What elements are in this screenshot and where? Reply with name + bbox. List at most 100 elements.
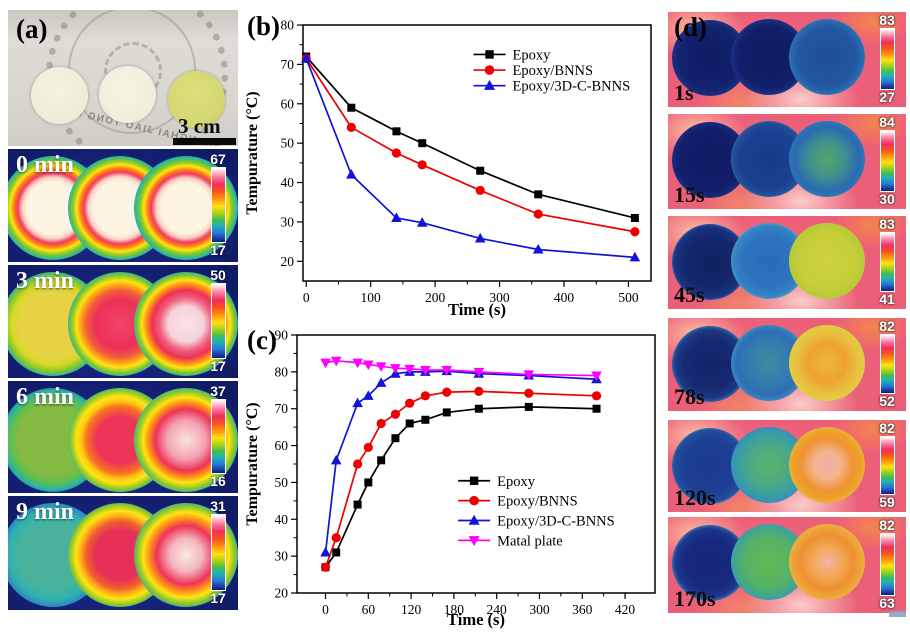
frame-time-label: 6 min xyxy=(16,384,75,410)
colorbar-min: 17 xyxy=(210,358,226,374)
chart-c-heating-curves: 0 60 120 180 240 300 360 420 20 30 40 50 60 70 80 90 Tim… xyxy=(243,322,663,630)
colorbar-min: 63 xyxy=(879,595,895,611)
colorbar-max: 83 xyxy=(879,216,895,232)
svg-text:200: 200 xyxy=(425,290,446,305)
panel-a-label: (a) xyxy=(16,14,48,44)
svg-text:Tempurature (°C): Tempurature (°C) xyxy=(244,402,261,525)
scale-bar-label: 3 cm xyxy=(178,114,221,138)
svg-text:80: 80 xyxy=(281,18,295,33)
colorbar: 82 63 xyxy=(871,518,903,611)
sample-disc-epoxy-3dcbnns xyxy=(168,71,225,128)
thermal-sample-circle xyxy=(789,223,865,299)
svg-text:360: 360 xyxy=(572,602,593,617)
svg-text:120: 120 xyxy=(401,602,422,617)
sample-disc-epoxy xyxy=(31,67,88,124)
thermal-frame-d-1s: 1s 83 27 xyxy=(668,12,906,107)
svg-text:40: 40 xyxy=(281,175,295,190)
colorbar-gradient xyxy=(879,232,895,292)
thermal-sample-circle xyxy=(789,121,865,197)
svg-text:50: 50 xyxy=(281,136,295,151)
colorbar: 83 41 xyxy=(871,217,903,307)
svg-text:30: 30 xyxy=(281,214,295,229)
svg-text:20: 20 xyxy=(275,586,289,601)
colorbar-min: 17 xyxy=(210,590,226,606)
panel-b-label: (b) xyxy=(247,11,280,41)
thermal-frame-a-3min: 3 min 50 17 xyxy=(8,265,238,378)
thermal-frame-a-9min: 9 min 31 17 xyxy=(8,496,238,610)
svg-text:420: 420 xyxy=(615,602,636,617)
colorbar: 82 52 xyxy=(871,319,903,409)
colorbar-min: 30 xyxy=(879,191,895,207)
colorbar-min: 41 xyxy=(879,291,895,307)
colorbar-max: 50 xyxy=(210,267,226,283)
colorbar-gradient xyxy=(879,28,895,90)
svg-text:Epoxy: Epoxy xyxy=(513,47,552,63)
frame-time-label: 170s xyxy=(674,586,716,611)
thermal-sample-circle xyxy=(789,325,865,401)
thermal-sample-circle xyxy=(789,427,865,503)
frame-time-label: 15s xyxy=(674,182,705,207)
svg-text:Tempurature (°C): Tempurature (°C) xyxy=(244,91,261,214)
svg-text:60: 60 xyxy=(275,438,289,453)
svg-text:Time (s): Time (s) xyxy=(447,610,505,629)
svg-text:20: 20 xyxy=(281,254,295,269)
svg-text:Epoxy/3D-C-BNNS: Epoxy/3D-C-BNNS xyxy=(513,79,631,95)
svg-text:50: 50 xyxy=(275,475,289,490)
thermal-frame-d-15s: 15s 84 30 xyxy=(668,114,906,209)
colorbar-max: 84 xyxy=(879,114,895,130)
colorbar: 67 17 xyxy=(202,152,234,258)
svg-text:Epoxy: Epoxy xyxy=(497,474,536,490)
svg-text:0: 0 xyxy=(322,602,329,617)
svg-text:70: 70 xyxy=(275,401,289,416)
panel-c-label: (c) xyxy=(247,325,277,355)
colorbar-gradient xyxy=(879,130,895,192)
svg-text:80: 80 xyxy=(275,364,289,379)
svg-text:400: 400 xyxy=(554,290,575,305)
thermal-frame-d-78s: 78s 82 52 xyxy=(668,318,906,411)
colorbar-min: 27 xyxy=(879,89,895,105)
colorbar-min: 16 xyxy=(210,473,226,489)
colorbar-max: 82 xyxy=(879,318,895,334)
colorbar-max: 67 xyxy=(210,151,226,167)
colorbar-max: 83 xyxy=(879,12,895,28)
thermal-frame-a-6min: 6 min 37 16 xyxy=(8,381,238,493)
colorbar-min: 17 xyxy=(210,242,226,258)
svg-text:Epoxy/3D-C-BNNS: Epoxy/3D-C-BNNS xyxy=(497,514,615,530)
colorbar-gradient xyxy=(210,514,226,591)
colorbar-min: 59 xyxy=(879,494,895,510)
colorbar-max: 82 xyxy=(879,517,895,533)
thermal-frame-d-120s: 120s 82 59 xyxy=(668,420,906,512)
svg-text:90: 90 xyxy=(275,328,289,343)
svg-text:300: 300 xyxy=(529,602,550,617)
colorbar-gradient xyxy=(210,167,226,243)
panel-d-label: (d) xyxy=(674,12,707,42)
colorbar-max: 37 xyxy=(210,383,226,399)
svg-text:30: 30 xyxy=(275,549,289,564)
colorbar-max: 82 xyxy=(879,420,895,436)
svg-text:0: 0 xyxy=(303,290,310,305)
svg-text:300: 300 xyxy=(489,290,510,305)
colorbar-max: 31 xyxy=(210,498,226,514)
svg-text:60: 60 xyxy=(362,602,376,617)
svg-text:60: 60 xyxy=(281,96,295,111)
thermal-frame-a-0min: 0 min 67 17 xyxy=(8,149,238,262)
frame-time-label: 78s xyxy=(674,384,705,409)
frame-time-label: 9 min xyxy=(16,499,75,525)
scale-bar xyxy=(173,138,236,145)
frame-time-label: 0 min xyxy=(16,152,75,178)
svg-text:500: 500 xyxy=(618,290,639,305)
colorbar-min: 52 xyxy=(879,393,895,409)
colorbar: 82 59 xyxy=(871,421,903,510)
svg-text:180: 180 xyxy=(444,602,465,617)
frame-time-label: 3 min xyxy=(16,268,75,294)
colorbar: 83 27 xyxy=(871,13,903,105)
svg-text:240: 240 xyxy=(487,602,508,617)
sample-disc-epoxy-bnns xyxy=(99,66,156,123)
colorbar: 84 30 xyxy=(871,115,903,207)
frame-time-label: 1s xyxy=(674,80,694,105)
colorbar-gradient xyxy=(879,533,895,596)
colorbar: 31 17 xyxy=(202,499,234,606)
svg-text:Epoxy/BNNS: Epoxy/BNNS xyxy=(513,63,594,79)
colorbar: 50 17 xyxy=(202,268,234,374)
